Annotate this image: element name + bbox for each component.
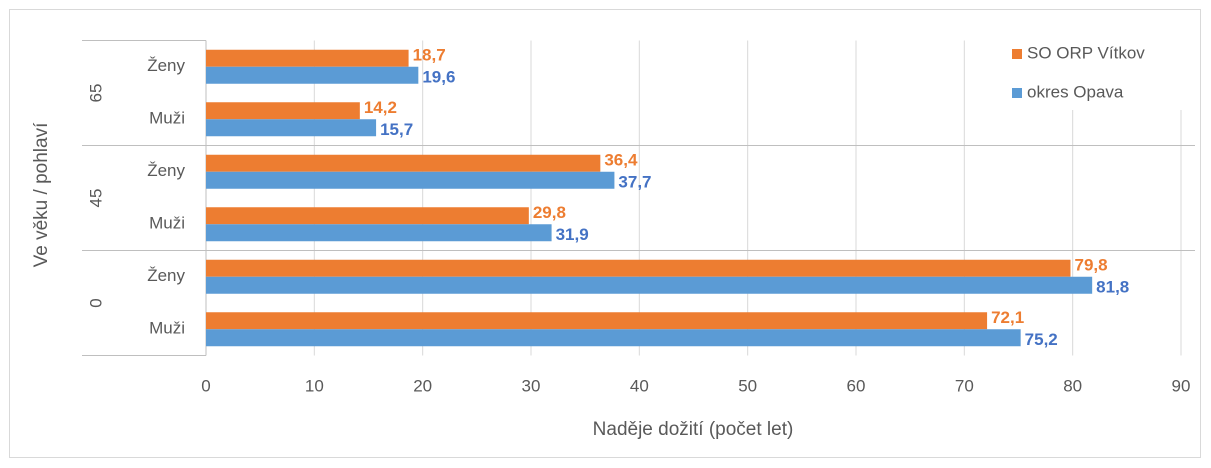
bar — [206, 102, 360, 120]
legend-swatch — [1012, 49, 1022, 59]
x-tick-label: 0 — [201, 376, 210, 395]
bar — [206, 154, 601, 172]
data-label: 19,6 — [422, 68, 455, 87]
y-tick-label: Muži — [149, 319, 185, 338]
group-label: 65 — [86, 84, 105, 103]
bar — [206, 119, 377, 137]
bar — [206, 207, 529, 225]
y-tick-label: Ženy — [147, 266, 185, 285]
legend-swatch — [1012, 88, 1022, 98]
data-label: 18,7 — [413, 46, 446, 65]
bar — [206, 66, 419, 84]
legend-background — [1005, 38, 1185, 110]
data-label: 81,8 — [1096, 278, 1129, 297]
bar — [206, 171, 615, 189]
bar — [206, 224, 552, 242]
x-tick-label: 30 — [522, 376, 541, 395]
data-label: 75,2 — [1025, 330, 1058, 349]
data-label: 37,7 — [618, 173, 651, 192]
x-tick-label: 80 — [1063, 376, 1082, 395]
group-label: 45 — [86, 189, 105, 208]
x-tick-label: 20 — [413, 376, 432, 395]
bar — [206, 329, 1021, 347]
x-tick-label: 70 — [955, 376, 974, 395]
x-tick-label: 40 — [630, 376, 649, 395]
bar — [206, 49, 409, 67]
x-tick-label: 50 — [738, 376, 757, 395]
x-tick-label: 60 — [847, 376, 866, 395]
y-tick-label: Ženy — [147, 161, 185, 180]
y-tick-label: Muži — [149, 109, 185, 128]
bar — [206, 312, 988, 330]
y-tick-label: Ženy — [147, 56, 185, 75]
data-label: 36,4 — [604, 151, 638, 170]
data-label: 31,9 — [556, 225, 589, 244]
data-label: 14,2 — [364, 98, 397, 117]
data-label: 79,8 — [1075, 256, 1108, 275]
group-label: 0 — [86, 298, 105, 307]
data-label: 72,1 — [991, 308, 1024, 327]
x-axis-title: Naděje dožití (počet let) — [593, 419, 794, 440]
x-tick-label: 90 — [1172, 376, 1191, 395]
legend-label: okres Opava — [1027, 82, 1124, 101]
x-tick-label: 10 — [305, 376, 324, 395]
y-tick-label: Muži — [149, 214, 185, 233]
legend-label: SO ORP Vítkov — [1027, 43, 1145, 62]
bar — [206, 276, 1093, 294]
data-label: 29,8 — [533, 203, 566, 222]
data-label: 15,7 — [380, 120, 413, 139]
y-axis-title: Ve věku / pohlaví — [31, 122, 52, 267]
bar — [206, 259, 1071, 277]
